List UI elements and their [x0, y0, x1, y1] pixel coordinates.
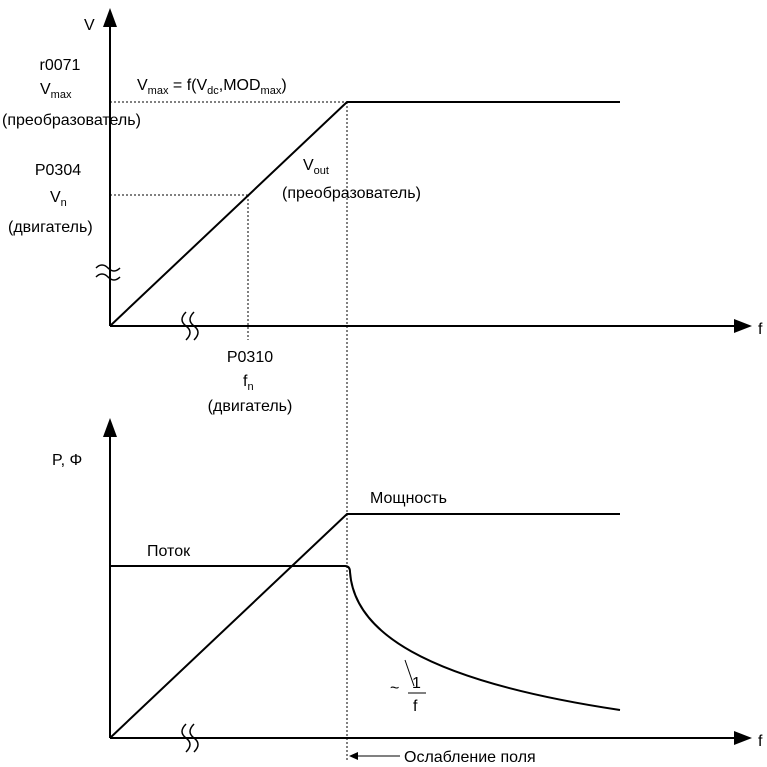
flux-label: Поток	[147, 543, 191, 560]
bottom-chart: P, Φ f Мощность Поток ~ 1 f Ослабление п…	[52, 418, 763, 766]
flux-curve	[110, 565, 621, 711]
vn-caption: (двигатель)	[8, 219, 93, 236]
vmax-symbol: Vmax	[40, 81, 72, 101]
top-x-arrow	[734, 319, 752, 333]
y-axis-break-icon	[95, 264, 121, 281]
top-y-axis-label: V	[84, 17, 95, 34]
bottom-y-arrow	[103, 418, 117, 437]
vmax-caption: (преобразователь)	[2, 112, 141, 129]
vn-symbol: Vn	[50, 189, 67, 209]
field-weakening-arrowhead	[349, 752, 358, 760]
vmax-formula: Vmax = f(Vdc,MODmax)	[137, 77, 287, 97]
bottom-x-arrow	[734, 731, 752, 745]
x-axis-break-icon-bottom	[181, 723, 199, 753]
fn-param: P0310	[227, 349, 273, 366]
top-chart: V f r0071 Vmax (преобразователь) P0304 V…	[2, 8, 763, 760]
inverse-numerator: 1	[412, 675, 421, 692]
vout-symbol: Vout	[303, 157, 329, 177]
top-x-axis-label: f	[758, 321, 763, 338]
vout-curve	[109, 101, 620, 327]
bottom-x-axis-label: f	[758, 733, 763, 750]
power-curve	[109, 513, 620, 739]
inverse-tilde: ~	[390, 680, 399, 697]
power-label: Мощность	[370, 490, 447, 507]
inverse-denominator: f	[413, 698, 418, 715]
bottom-y-axis-label: P, Φ	[52, 452, 82, 469]
fn-caption: (двигатель)	[208, 398, 293, 415]
field-weakening-label: Ослабление поля	[404, 749, 536, 766]
vn-param: P0304	[35, 162, 81, 179]
fn-symbol: fn	[243, 373, 254, 393]
vmax-param: r0071	[40, 57, 81, 74]
top-y-arrow	[103, 8, 117, 27]
x-axis-break-icon-top	[181, 311, 199, 341]
inverse-pointer	[404, 659, 415, 687]
vout-caption: (преобразователь)	[282, 185, 421, 202]
